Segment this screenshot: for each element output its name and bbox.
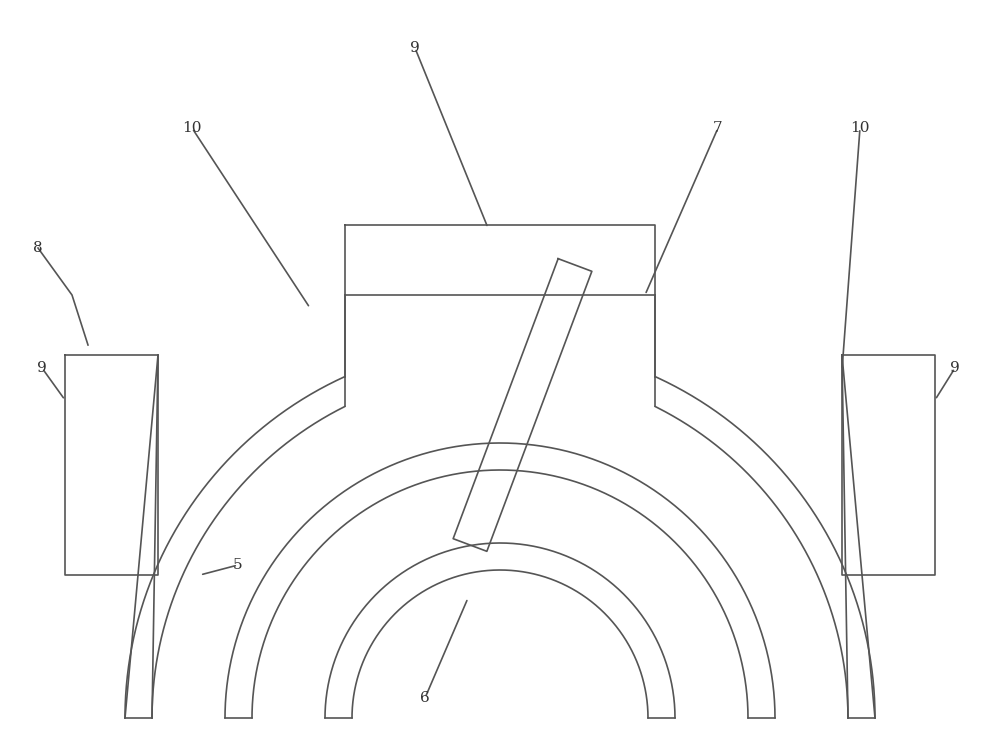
Text: 9: 9 [410,41,420,55]
Text: 5: 5 [233,558,243,572]
Text: 9: 9 [950,361,960,375]
Text: 6: 6 [420,691,430,705]
Text: 10: 10 [182,121,202,135]
Text: 7: 7 [713,121,723,135]
Text: 8: 8 [33,241,43,255]
Text: 10: 10 [850,121,870,135]
Text: 9: 9 [37,361,47,375]
